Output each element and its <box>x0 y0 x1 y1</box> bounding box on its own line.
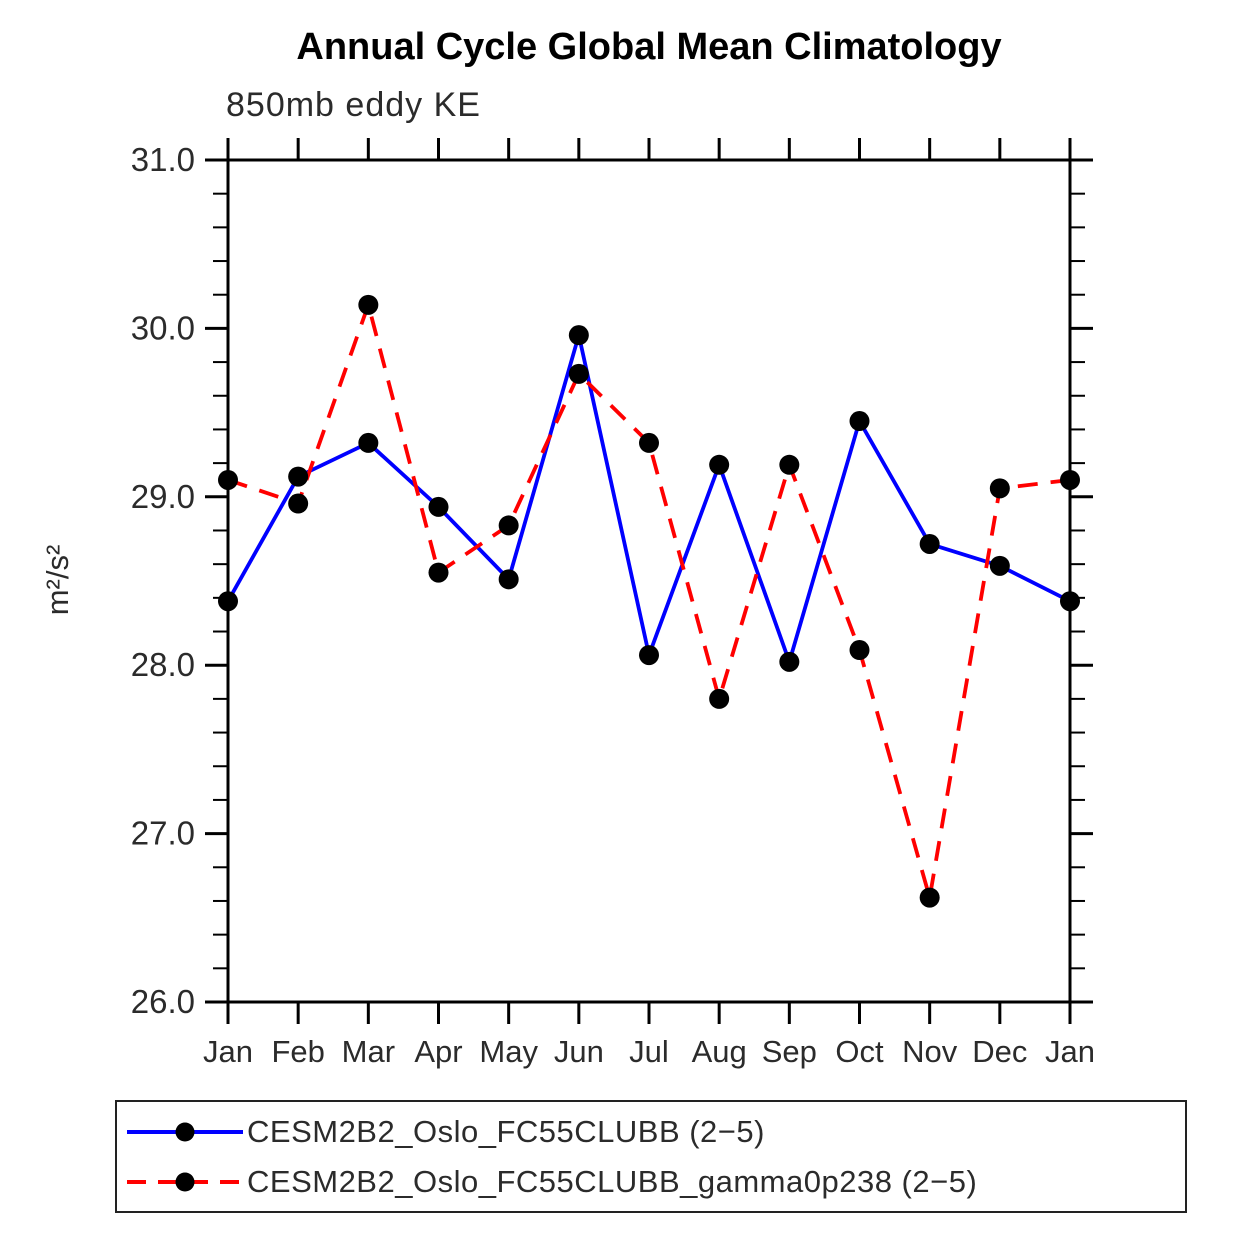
y-tick-label: 27.0 <box>131 815 195 852</box>
x-tick-label: Jun <box>554 1034 604 1069</box>
data-point-marker <box>288 466 309 487</box>
data-point-marker <box>218 591 238 612</box>
data-point-marker <box>218 469 238 490</box>
data-point-marker <box>428 496 449 517</box>
x-tick-label: Jul <box>629 1034 669 1069</box>
legend-line-sample-dashed-icon <box>127 1172 243 1191</box>
data-point-marker <box>989 478 1010 499</box>
x-tick-label: May <box>479 1034 538 1069</box>
data-point-marker <box>779 651 800 672</box>
x-tick-label: Feb <box>271 1034 324 1069</box>
legend-label: CESM2B2_Oslo_FC55CLUBB_gamma0p238 (2−5) <box>247 1163 978 1199</box>
series-line-solid <box>226 333 1071 664</box>
x-tick-label: Mar <box>342 1034 395 1069</box>
data-point-marker <box>849 411 870 432</box>
data-point-marker <box>428 562 449 583</box>
legend-row: CESM2B2_Oslo_FC55CLUBB (2−5) <box>122 1107 1185 1157</box>
data-point-marker <box>568 325 589 346</box>
chart-subtitle: 850mb eddy KE <box>226 86 481 124</box>
x-tick-label: Apr <box>414 1034 462 1069</box>
y-tick-label: 26.0 <box>131 983 195 1020</box>
chart-title: Annual Cycle Global Mean Climatology <box>296 26 1002 68</box>
data-point-marker <box>639 432 659 453</box>
y-tick-label: 30.0 <box>131 309 195 346</box>
data-point-marker <box>709 688 730 709</box>
data-point-marker <box>639 645 659 666</box>
series-line-dashed <box>227 302 1071 900</box>
data-point-marker <box>1060 591 1080 612</box>
x-tick-label: Jan <box>1045 1034 1095 1069</box>
data-point-marker <box>989 555 1010 576</box>
legend-row: CESM2B2_Oslo_FC55CLUBB_gamma0p238 (2−5) <box>122 1157 1185 1207</box>
x-tick-label: Nov <box>902 1034 958 1069</box>
x-tick-label: Aug <box>692 1034 747 1069</box>
data-point-marker <box>358 432 379 453</box>
x-tick-label: Oct <box>835 1034 884 1069</box>
data-point-marker <box>288 493 309 514</box>
y-tick-label: 29.0 <box>131 478 195 515</box>
data-point-marker <box>919 887 940 908</box>
y-tick-label: 31.0 <box>131 141 195 178</box>
x-tick-label: Sep <box>762 1034 817 1069</box>
data-point-marker <box>709 454 730 475</box>
y-tick-label: 28.0 <box>131 646 195 683</box>
data-point-marker <box>358 294 379 315</box>
data-point-marker <box>849 640 870 661</box>
x-tick-label: Dec <box>972 1034 1027 1069</box>
legend-line-sample-solid-icon <box>127 1122 243 1141</box>
legend-label: CESM2B2_Oslo_FC55CLUBB (2−5) <box>247 1113 765 1149</box>
legend-box: CESM2B2_Oslo_FC55CLUBB (2−5) CESM2B2_Osl… <box>115 1100 1187 1213</box>
data-point-marker <box>779 454 800 475</box>
data-point-marker <box>1060 469 1080 490</box>
plot-box <box>226 158 1072 1004</box>
data-point-marker <box>498 569 519 590</box>
data-point-marker <box>919 533 940 554</box>
x-tick-label: Jan <box>203 1034 253 1069</box>
data-point-marker <box>568 363 589 384</box>
data-point-marker <box>498 515 519 536</box>
